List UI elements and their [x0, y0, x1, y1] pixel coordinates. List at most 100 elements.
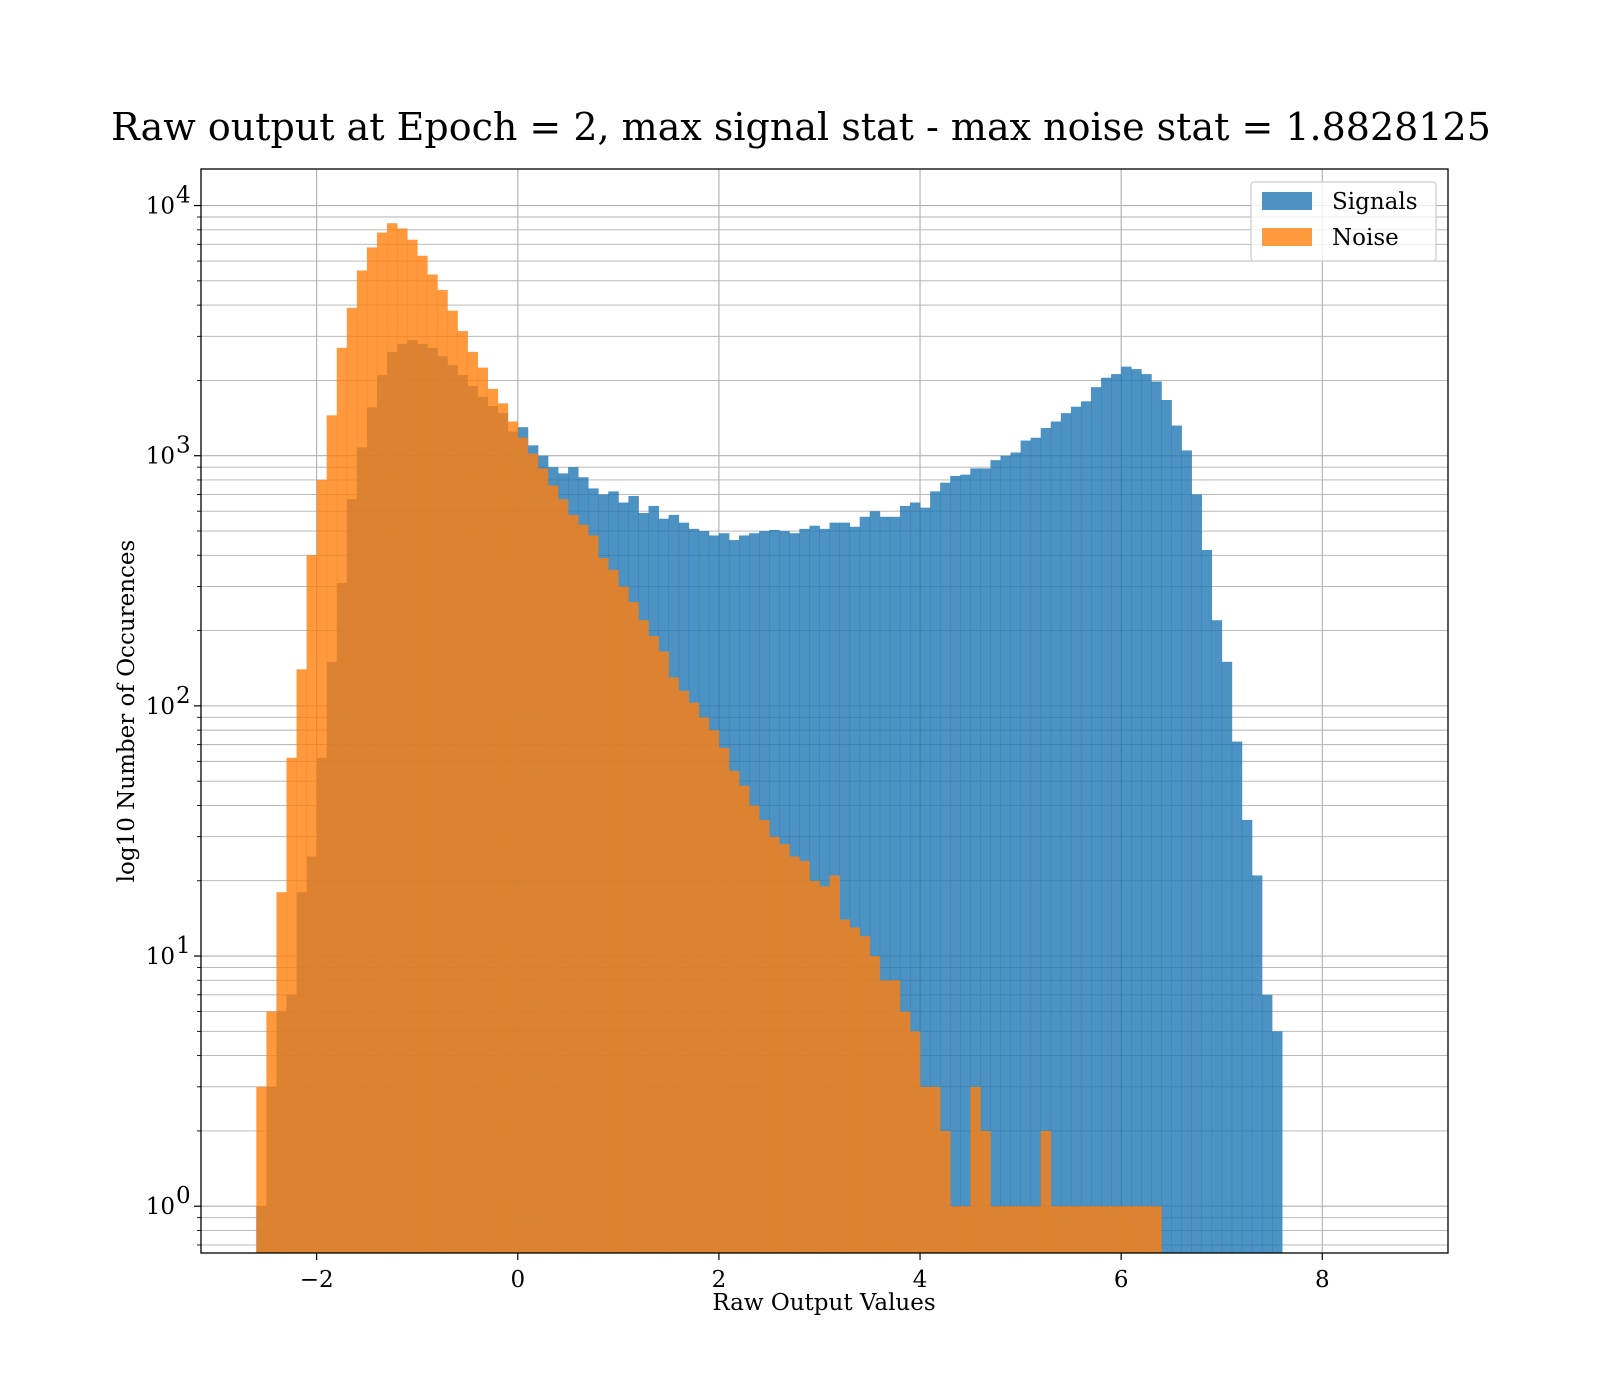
noise-bar [588, 535, 599, 1253]
legend: Signals Noise [1250, 181, 1437, 262]
noise-bar [527, 453, 539, 1253]
x-tick-label: −2 [300, 1267, 334, 1293]
noise-bar [477, 367, 489, 1253]
noise-bar [366, 247, 378, 1253]
noise-bar [397, 228, 408, 1253]
x-tick-label: 6 [1114, 1267, 1129, 1293]
signals-bar [909, 502, 921, 1253]
noise-bar [276, 892, 287, 1253]
noise-bar [1131, 1206, 1142, 1253]
noise-bar [387, 223, 398, 1253]
noise-bar [1111, 1206, 1122, 1253]
noise-bar [356, 270, 368, 1253]
noise-bar [920, 1086, 931, 1253]
y-tick-label: 10 [146, 194, 175, 220]
noise-bar [970, 1086, 981, 1253]
noise-bar [668, 677, 680, 1253]
noise-bar [336, 347, 348, 1254]
noise-bar [799, 860, 810, 1253]
noise-bar [859, 936, 871, 1253]
noise-bar [628, 602, 639, 1253]
noise-bar [698, 717, 710, 1253]
noise-bar [909, 1031, 921, 1253]
noise-bar [708, 730, 720, 1253]
signals-bar [1231, 741, 1243, 1253]
bars [256, 223, 1283, 1254]
noise-bar [1090, 1206, 1102, 1253]
y-tick-exponent: 4 [176, 183, 191, 209]
noise-bar [638, 620, 649, 1253]
noise-bar [819, 886, 830, 1253]
noise-bar [930, 1086, 941, 1253]
noise-bar [879, 980, 891, 1253]
noise-bar [497, 403, 509, 1253]
signals-bar [839, 522, 851, 1253]
noise-bar [568, 514, 579, 1253]
y-tick-exponent: 0 [176, 1183, 191, 1209]
signals-bar [1101, 377, 1112, 1253]
signals-bar [970, 468, 981, 1253]
noise-bar [1030, 1206, 1042, 1253]
signals-bar [940, 482, 951, 1254]
noise-bar [1010, 1206, 1022, 1253]
noise-bar [618, 586, 629, 1253]
noise-bar [829, 875, 840, 1253]
noise-bar [779, 844, 790, 1253]
noise-bar [1040, 1130, 1052, 1253]
signals-bar [980, 468, 991, 1253]
signals-bar [950, 475, 961, 1253]
noise-bar [1121, 1206, 1132, 1253]
signals-bar [1121, 366, 1132, 1254]
noise-bar [427, 274, 438, 1253]
noise-bar [537, 468, 549, 1253]
signals-bar [1171, 425, 1182, 1253]
signals-bar [990, 460, 1001, 1253]
noise-bar [608, 569, 619, 1253]
plot-frame [200, 168, 1449, 1254]
noise-bar [1151, 1206, 1162, 1253]
noise-bar [658, 651, 670, 1253]
signals-bar [1050, 421, 1062, 1254]
signals-bar [859, 516, 871, 1253]
noise-bar [739, 785, 750, 1253]
signals-bar [1020, 440, 1032, 1253]
noise-bar [487, 388, 499, 1253]
noise-bar [769, 836, 780, 1253]
y-tick-exponent: 3 [176, 433, 191, 459]
signals-bar [1161, 400, 1172, 1253]
signals-bar [1151, 381, 1162, 1254]
y-tick-label: 10 [146, 694, 175, 720]
noise-bar [316, 479, 328, 1254]
signals-bar [1010, 452, 1022, 1253]
signals-bar [1000, 455, 1011, 1253]
signals-bar [1221, 661, 1233, 1253]
noise-bar [849, 927, 861, 1253]
noise-bar [1080, 1206, 1092, 1253]
noise-bar [789, 856, 800, 1253]
signals-bar [1181, 450, 1192, 1253]
noise-bar [688, 702, 700, 1253]
x-axis-label: Raw Output Values [712, 1290, 935, 1316]
signals-bar [899, 505, 911, 1253]
y-tick-label: 10 [146, 444, 175, 470]
noise-bar [1141, 1206, 1152, 1253]
noise-bar [759, 819, 770, 1253]
signals-bar [1272, 1031, 1283, 1253]
signals-bar [1090, 387, 1102, 1253]
noise-bar [899, 1011, 911, 1253]
noise-bar [1050, 1206, 1062, 1253]
noise-bar [809, 880, 820, 1253]
noise-bar [598, 558, 609, 1253]
chart-title: Raw output at Epoch = 2, max signal stat… [111, 105, 1491, 149]
noise-bar [346, 307, 358, 1253]
signals-bar [1251, 875, 1263, 1253]
legend-label-signals: Signals [1332, 189, 1418, 215]
noise-bar [749, 805, 760, 1253]
signals-bar [889, 516, 901, 1253]
noise-bar [457, 331, 468, 1253]
y-axis-label: log10 Number of Occurences [114, 540, 140, 883]
noise-bar [678, 690, 690, 1253]
noise-bar [256, 1086, 267, 1253]
noise-bar [980, 1130, 991, 1253]
